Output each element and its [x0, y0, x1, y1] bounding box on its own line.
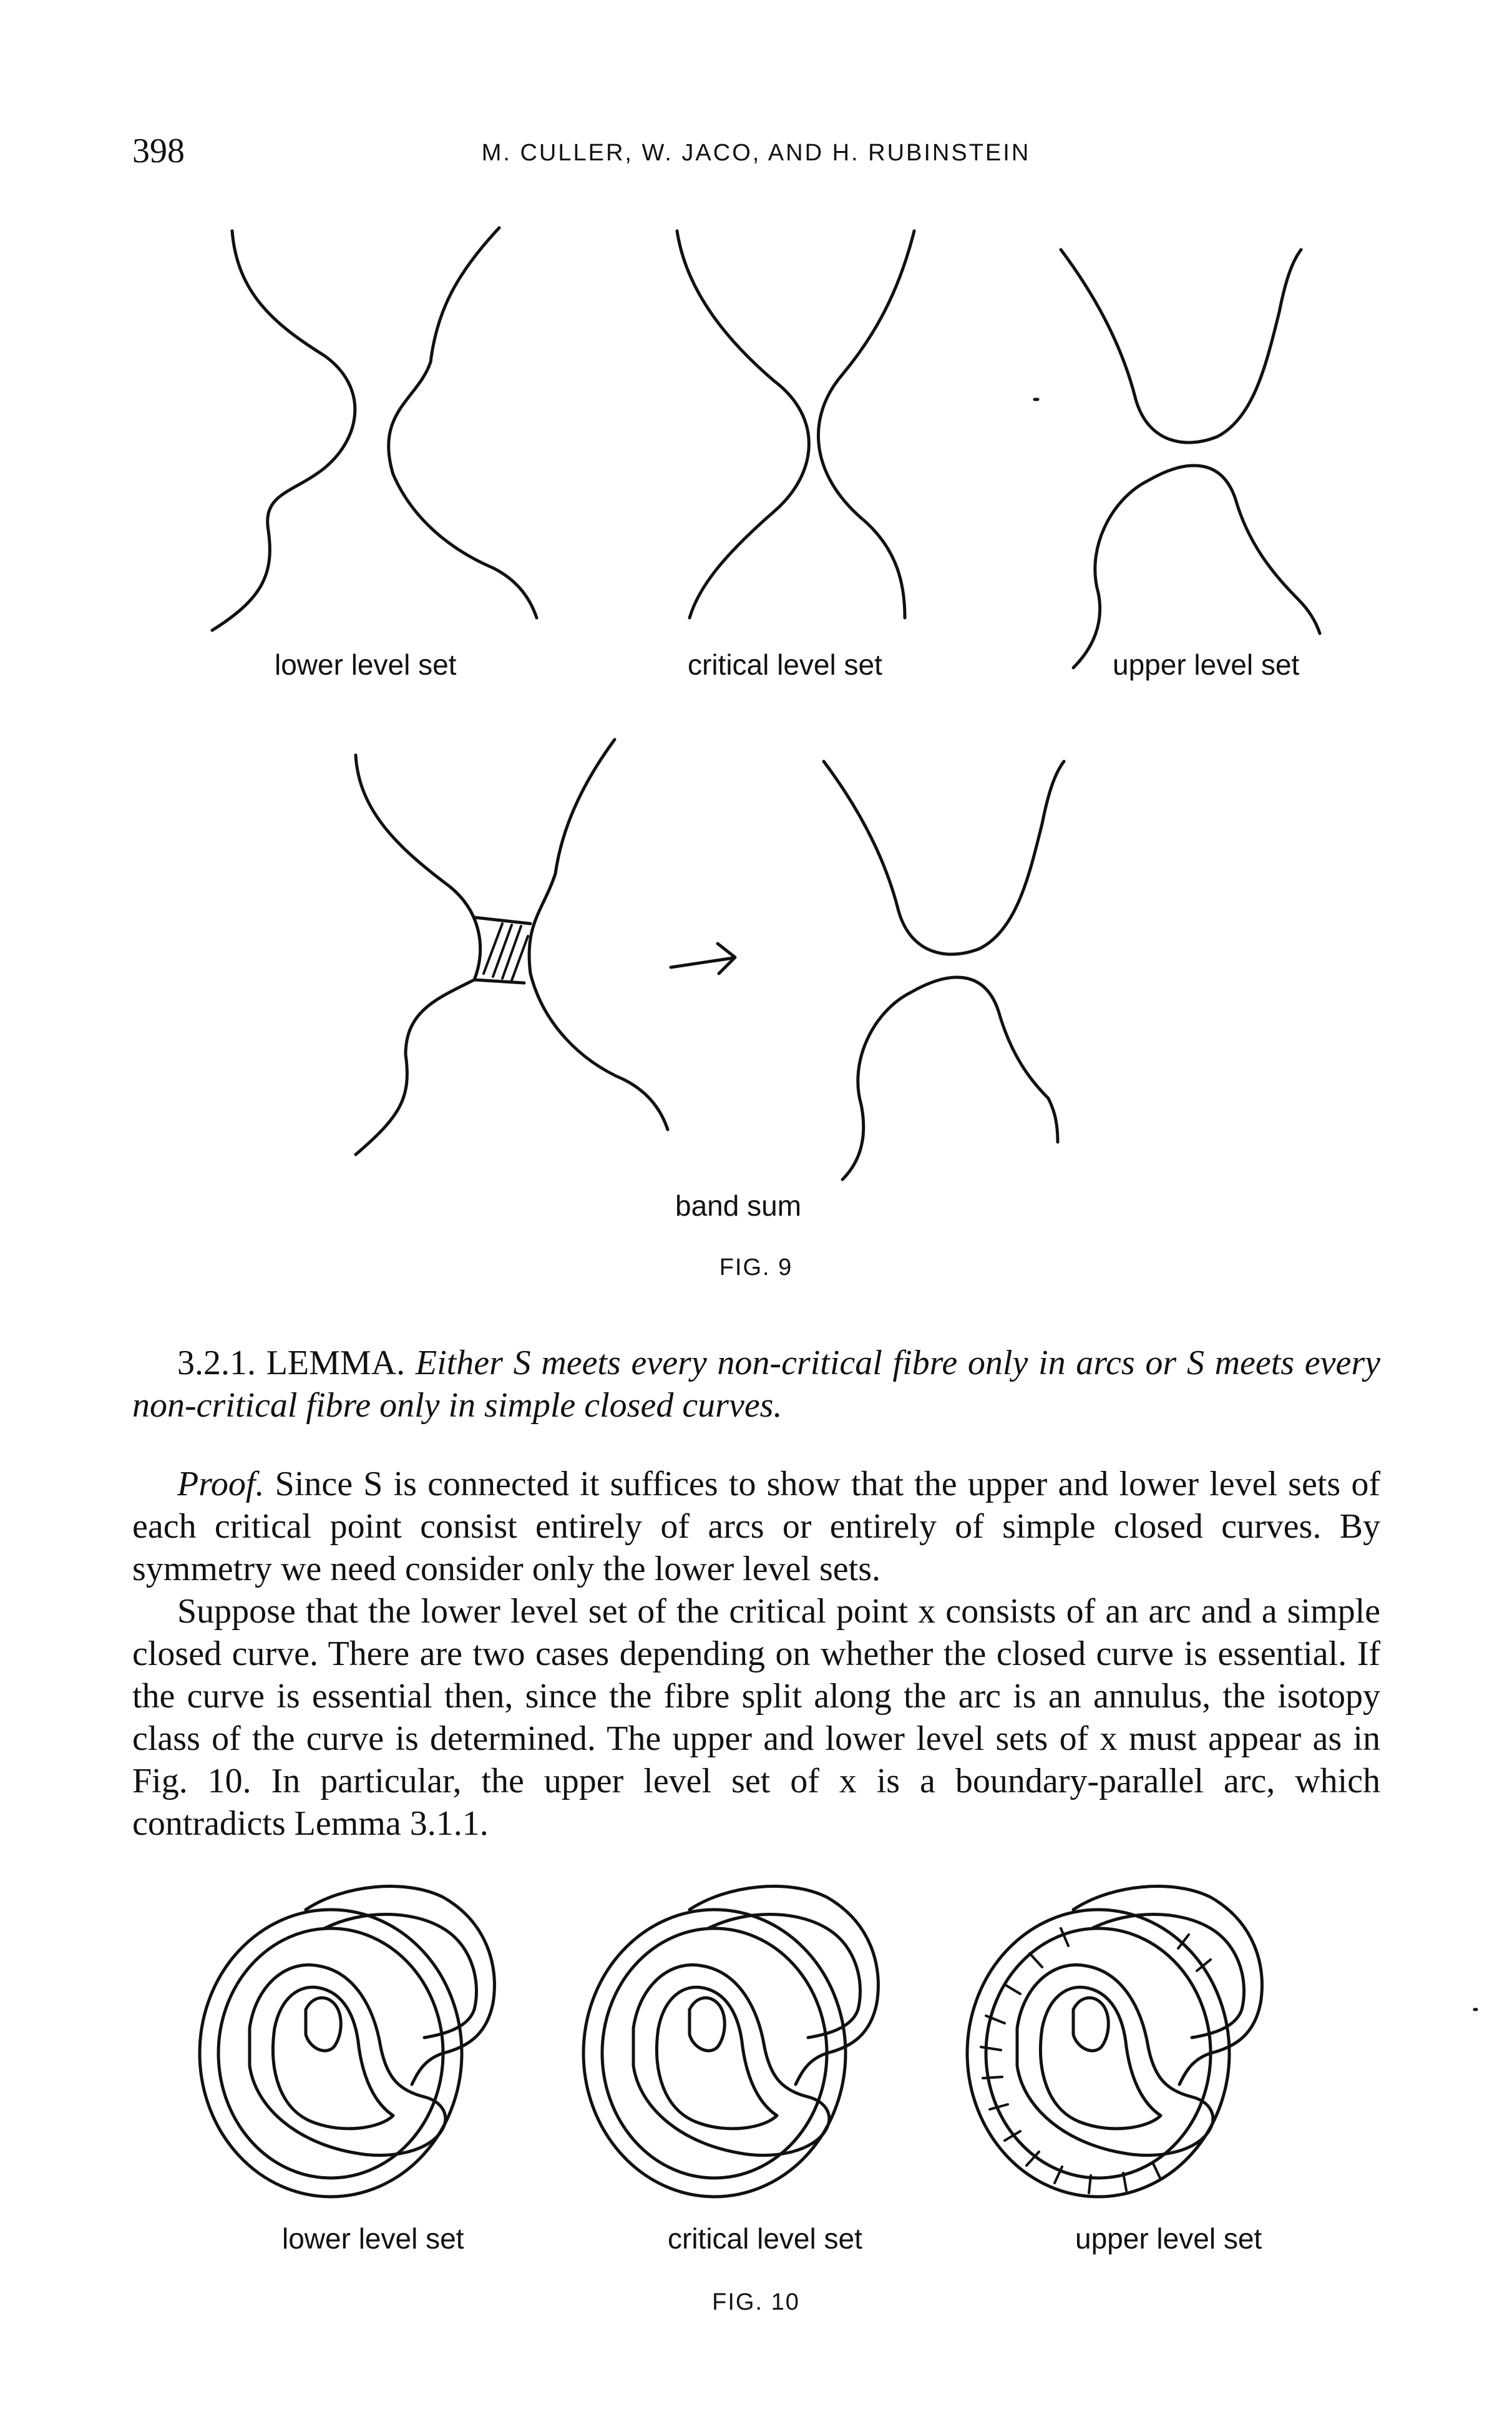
- lemma-statement: 3.2.1. LEMMA. Either S meets every non-c…: [132, 1342, 1380, 1427]
- lemma-block: 3.2.1. LEMMA. Either S meets every non-c…: [132, 1342, 1380, 1427]
- fig10-label-lower: lower level set: [282, 2222, 464, 2255]
- fig9-band-hatch: [482, 922, 529, 982]
- fig9-arrow: [669, 942, 737, 975]
- fig10-upper-hatching: [980, 1927, 1212, 2194]
- fig9-label-critical: critical level set: [688, 648, 882, 681]
- lemma-text: Either S meets every non-critical fibre …: [132, 1344, 1381, 1425]
- proof-lead: Proof.: [177, 1465, 265, 1503]
- fig10-lower-drawing: [198, 1885, 496, 2199]
- lemma-number: 3.2.1.: [177, 1344, 256, 1382]
- proof-p1-text: Since S is connected it suffices to show…: [132, 1465, 1381, 1588]
- proof-paragraph-2: Suppose that the lower level set of the …: [132, 1592, 1380, 1843]
- fig9-upper-curves: [1033, 248, 1322, 670]
- proof-block: Proof. Since S is connected it suffices …: [132, 1463, 1380, 1845]
- fig9-caption: FIG. 9: [719, 1254, 793, 1281]
- fig9-label-upper: upper level set: [1113, 648, 1300, 681]
- fig10-critical-drawing: [582, 1885, 880, 2199]
- fig10-label-upper: upper level set: [1075, 2222, 1262, 2255]
- figure-9-drawing: [210, 226, 1322, 1181]
- fig9-lower-curves: [210, 226, 539, 632]
- fig9-label-band: band sum: [675, 1189, 802, 1222]
- lemma-name: LEMMA.: [266, 1344, 406, 1382]
- running-title: M. CULLER, W. JACO, AND H. RUBINSTEIN: [481, 140, 1031, 166]
- fig9-critical-curves: [675, 229, 916, 620]
- page-number: 398: [132, 132, 185, 170]
- figure-10-drawing: [198, 1885, 1478, 2199]
- fig9-label-lower: lower level set: [275, 648, 457, 681]
- fig9-result-curves: [822, 759, 1066, 1181]
- fig9-band-curves: [354, 738, 670, 1156]
- fig10-upper-drawing: [965, 1885, 1264, 2199]
- fig10-label-critical: critical level set: [668, 2222, 862, 2255]
- fig10-caption: FIG. 10: [712, 2289, 800, 2315]
- proof-paragraph-1: Proof. Since S is connected it suffices …: [132, 1463, 1380, 1590]
